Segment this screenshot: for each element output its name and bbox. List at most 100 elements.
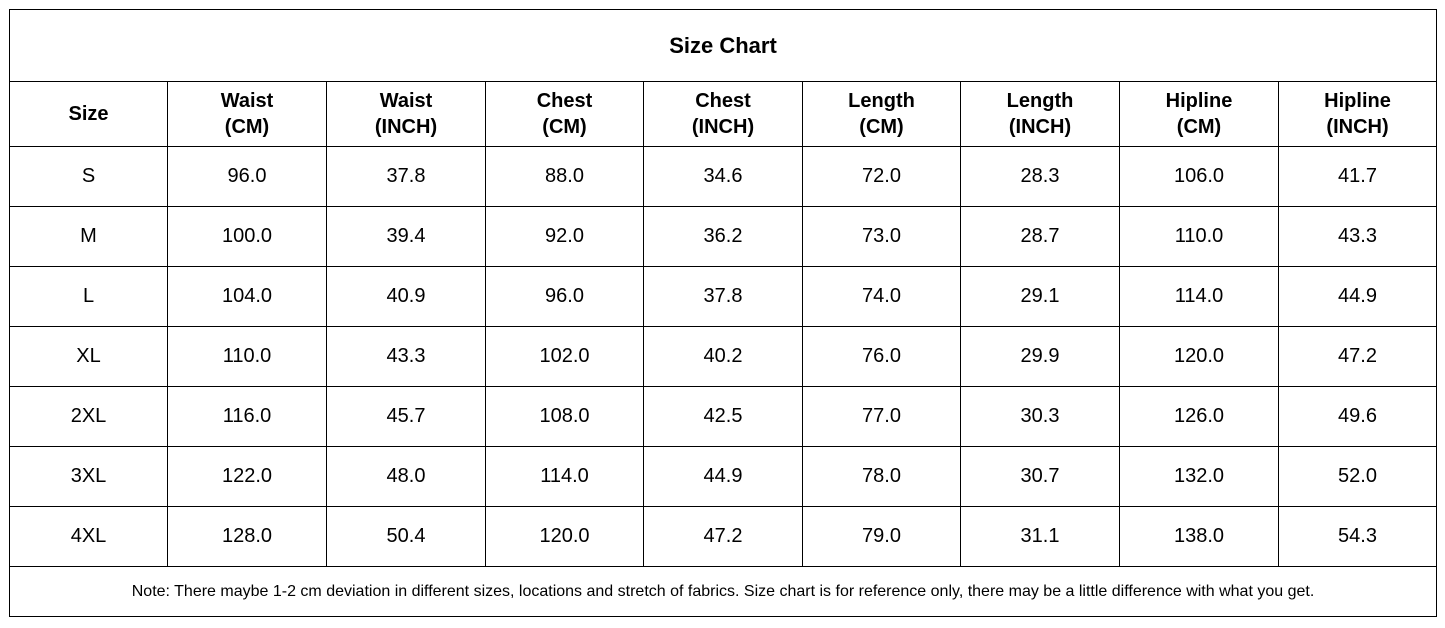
table-cell: 106.0	[1119, 146, 1279, 207]
size-note: Note: There maybe 1-2 cm deviation in di…	[8, 566, 1438, 617]
table-row: XL 110.0 43.3 102.0 40.2 76.0 29.9 120.0…	[9, 326, 1438, 387]
table-cell: 4XL	[9, 506, 168, 567]
table-cell: 108.0	[485, 386, 644, 447]
table-cell: 114.0	[1119, 266, 1279, 327]
table-cell: 96.0	[167, 146, 327, 207]
table-cell: 43.3	[1277, 206, 1438, 267]
table-cell: 48.0	[326, 446, 486, 507]
column-header-hipline-cm: Hipline (CM)	[1119, 81, 1279, 147]
table-cell: 40.2	[643, 326, 803, 387]
column-header-line2: (INCH)	[374, 116, 438, 138]
column-header-line2: (CM)	[859, 116, 904, 138]
note-row: Note: There maybe 1-2 cm deviation in di…	[8, 566, 1438, 617]
table-cell: 30.7	[960, 446, 1120, 507]
column-header-line1: Length	[1006, 90, 1074, 112]
table-cell: 47.2	[643, 506, 803, 567]
table-cell: 37.8	[643, 266, 803, 327]
table-cell: XL	[9, 326, 168, 387]
column-header-line2: (CM)	[1176, 116, 1222, 138]
table-cell: 44.9	[1277, 266, 1438, 327]
table-cell: 104.0	[167, 266, 327, 327]
table-cell: 74.0	[802, 266, 961, 327]
table-cell: 138.0	[1119, 506, 1279, 567]
table-cell: 73.0	[802, 206, 961, 267]
table-cell: 28.3	[960, 146, 1120, 207]
table-cell: 45.7	[326, 386, 486, 447]
table-cell: L	[9, 266, 168, 327]
table-cell: 3XL	[9, 446, 168, 507]
table-cell: 42.5	[643, 386, 803, 447]
column-header-chest-cm: Chest (CM)	[485, 81, 644, 147]
column-header-line2: (CM)	[542, 116, 587, 138]
column-header-hipline-inch: Hipline (INCH)	[1277, 81, 1438, 147]
table-cell: 120.0	[1119, 326, 1279, 387]
table-cell: 79.0	[802, 506, 961, 567]
table-cell: 49.6	[1277, 386, 1438, 447]
title-row: Size Chart	[8, 9, 1438, 82]
table-cell: 126.0	[1119, 386, 1279, 447]
column-header-waist-inch: Waist (INCH)	[326, 81, 486, 147]
table-cell: 29.1	[960, 266, 1120, 327]
column-header-line1: Chest	[695, 90, 751, 112]
column-header-line2: (INCH)	[1326, 116, 1389, 138]
table-cell: 31.1	[960, 506, 1120, 567]
table-cell: 36.2	[643, 206, 803, 267]
table-cell: 72.0	[802, 146, 961, 207]
table-row: 2XL 116.0 45.7 108.0 42.5 77.0 30.3 126.…	[9, 386, 1438, 447]
table-cell: 34.6	[643, 146, 803, 207]
column-header-line1: Size	[68, 103, 109, 125]
column-header-line1: Chest	[536, 90, 593, 112]
table-cell: 122.0	[167, 446, 327, 507]
column-header-length-cm: Length (CM)	[802, 81, 961, 147]
table-row: 4XL 128.0 50.4 120.0 47.2 79.0 31.1 138.…	[9, 506, 1438, 567]
table-cell: 76.0	[802, 326, 961, 387]
table-cell: 29.9	[960, 326, 1120, 387]
table-cell: 30.3	[960, 386, 1120, 447]
table-cell: 50.4	[326, 506, 486, 567]
table-cell: 132.0	[1119, 446, 1279, 507]
table-cell: 114.0	[485, 446, 644, 507]
column-header-line1: Length	[848, 90, 915, 112]
table-cell: 78.0	[802, 446, 961, 507]
table-row: 3XL 122.0 48.0 114.0 44.9 78.0 30.7 132.…	[9, 446, 1438, 507]
column-header-line1: Hipline	[1165, 90, 1233, 112]
table-row: S 96.0 37.8 88.0 34.6 72.0 28.3 106.0 41…	[9, 146, 1438, 207]
column-header-chest-inch: Chest (INCH)	[643, 81, 803, 147]
table-row: M 100.0 39.4 92.0 36.2 73.0 28.7 110.0 4…	[9, 206, 1438, 267]
table-cell: 116.0	[167, 386, 327, 447]
chart-title: Size Chart	[8, 9, 1438, 82]
table-cell: 102.0	[485, 326, 644, 387]
table-cell: 110.0	[1119, 206, 1279, 267]
column-header-length-inch: Length (INCH)	[960, 81, 1120, 147]
column-header-size: Size	[9, 81, 168, 147]
table-cell: 100.0	[167, 206, 327, 267]
table-cell: 77.0	[802, 386, 961, 447]
table-cell: 37.8	[326, 146, 486, 207]
table-cell: M	[9, 206, 168, 267]
table-cell: 128.0	[167, 506, 327, 567]
table-cell: 110.0	[167, 326, 327, 387]
column-header-line1: Hipline	[1324, 90, 1391, 112]
table-cell: 44.9	[643, 446, 803, 507]
table-cell: S	[9, 146, 168, 207]
table-cell: 52.0	[1277, 446, 1438, 507]
table-cell: 88.0	[485, 146, 644, 207]
column-header-line1: Waist	[220, 90, 274, 112]
table-cell: 120.0	[485, 506, 644, 567]
table-cell: 92.0	[485, 206, 644, 267]
column-header-line2: (INCH)	[691, 116, 755, 138]
table-cell: 43.3	[326, 326, 486, 387]
table-cell: 54.3	[1277, 506, 1438, 567]
table-cell: 96.0	[485, 266, 644, 327]
table-cell: 47.2	[1277, 326, 1438, 387]
column-header-line2: (INCH)	[1008, 116, 1072, 138]
column-header-line2: (CM)	[224, 116, 270, 138]
column-header-waist-cm: Waist (CM)	[167, 81, 327, 147]
table-cell: 40.9	[326, 266, 486, 327]
column-header-line1: Waist	[379, 90, 433, 112]
table-cell: 28.7	[960, 206, 1120, 267]
header-row: Size Waist (CM) Waist (INCH) Chest (CM) Che…	[9, 81, 1438, 147]
size-chart-table: Size Chart Size Waist (CM) Waist (INCH) Ch…	[8, 9, 1438, 617]
table-cell: 39.4	[326, 206, 486, 267]
table-cell: 41.7	[1277, 146, 1438, 207]
